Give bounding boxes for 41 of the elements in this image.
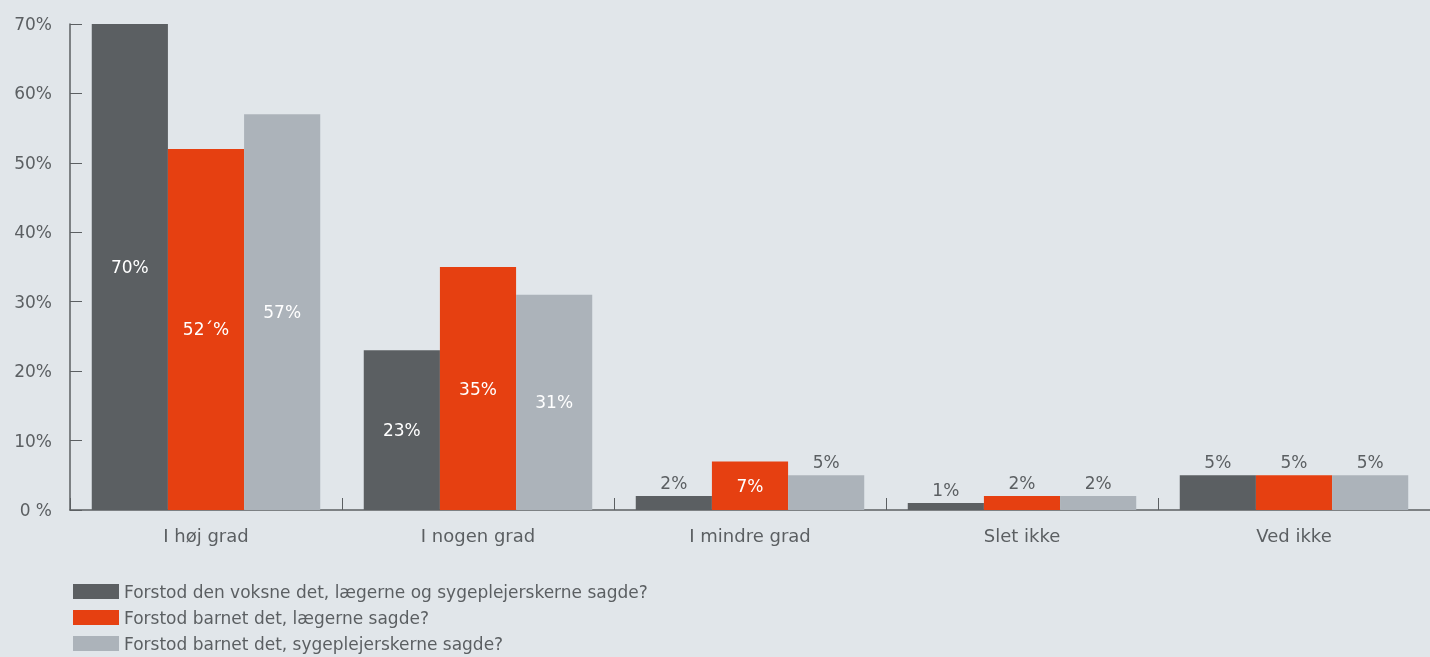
y-tick-label: 60%: [14, 83, 52, 104]
legend-label: Forstod den voksne det, lægerne og sygeplejerskerne sagde?: [124, 581, 648, 602]
data-label: 23%: [382, 420, 421, 441]
data-label: 2%: [1084, 472, 1112, 493]
data-label: 5%: [812, 451, 840, 472]
bar: [516, 294, 593, 510]
y-tick-label: 0 %: [19, 500, 52, 520]
data-label: 2%: [1008, 472, 1036, 493]
data-label: 70%: [110, 257, 149, 277]
data-label: 2%: [660, 472, 688, 493]
y-tick-label: 50%: [14, 152, 52, 173]
data-label: 35%: [459, 378, 497, 399]
bar: [167, 148, 245, 510]
y-tick-label: 10%: [14, 430, 52, 451]
bar: [1332, 475, 1409, 510]
data-label: 5%: [1204, 451, 1232, 472]
data-label: 52´%: [182, 319, 230, 340]
data-label: 7%: [736, 475, 764, 496]
x-tick-label: I høj grad: [163, 524, 249, 546]
legend-label: Forstod barnet det, lægerne sagde?: [124, 607, 429, 628]
data-label: 5%: [1356, 451, 1384, 472]
y-tick-label: 20%: [14, 361, 52, 382]
data-label: 31%: [535, 392, 574, 413]
bar: [788, 475, 865, 510]
legend-label: Forstod barnet det, sygeplejerskerne sagde?: [124, 633, 504, 654]
x-tick-label: I mindre grad: [689, 524, 811, 546]
bar: [983, 496, 1061, 510]
data-label: 5%: [1280, 451, 1308, 472]
x-tick-label: Ved ikke: [1256, 524, 1332, 546]
bar: [244, 114, 321, 510]
bar: [439, 267, 517, 510]
bar: [711, 461, 789, 510]
x-tick-label: I nogen grad: [420, 524, 536, 546]
y-tick-label: 40%: [14, 222, 52, 243]
y-tick-label: 30%: [14, 291, 52, 312]
bar: [1255, 475, 1333, 510]
data-label: 57%: [263, 302, 302, 323]
data-label: 1%: [932, 479, 960, 500]
bar: [1060, 496, 1137, 510]
x-tick-label: Slet ikke: [983, 524, 1061, 546]
y-tick-label: 70%: [14, 14, 52, 34]
